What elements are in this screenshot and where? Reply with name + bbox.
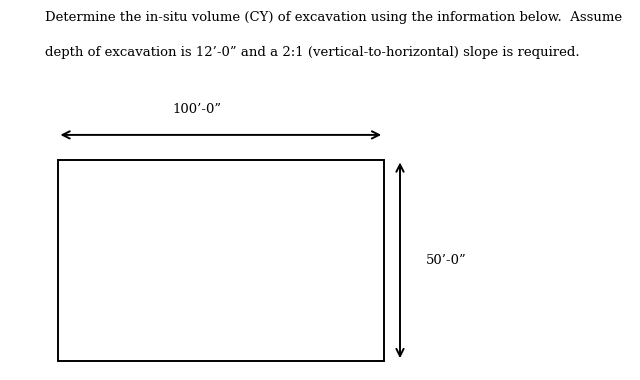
- Text: 50’-0”: 50’-0”: [426, 254, 467, 267]
- Text: depth of excavation is 12’-0” and a 2:1 (vertical-to-horizontal) slope is requir: depth of excavation is 12’-0” and a 2:1 …: [45, 46, 579, 59]
- Bar: [58, 160, 384, 361]
- Text: Determine the in-situ volume (CY) of excavation using the information below.  As: Determine the in-situ volume (CY) of exc…: [45, 11, 622, 24]
- Text: 100’-0”: 100’-0”: [173, 103, 222, 116]
